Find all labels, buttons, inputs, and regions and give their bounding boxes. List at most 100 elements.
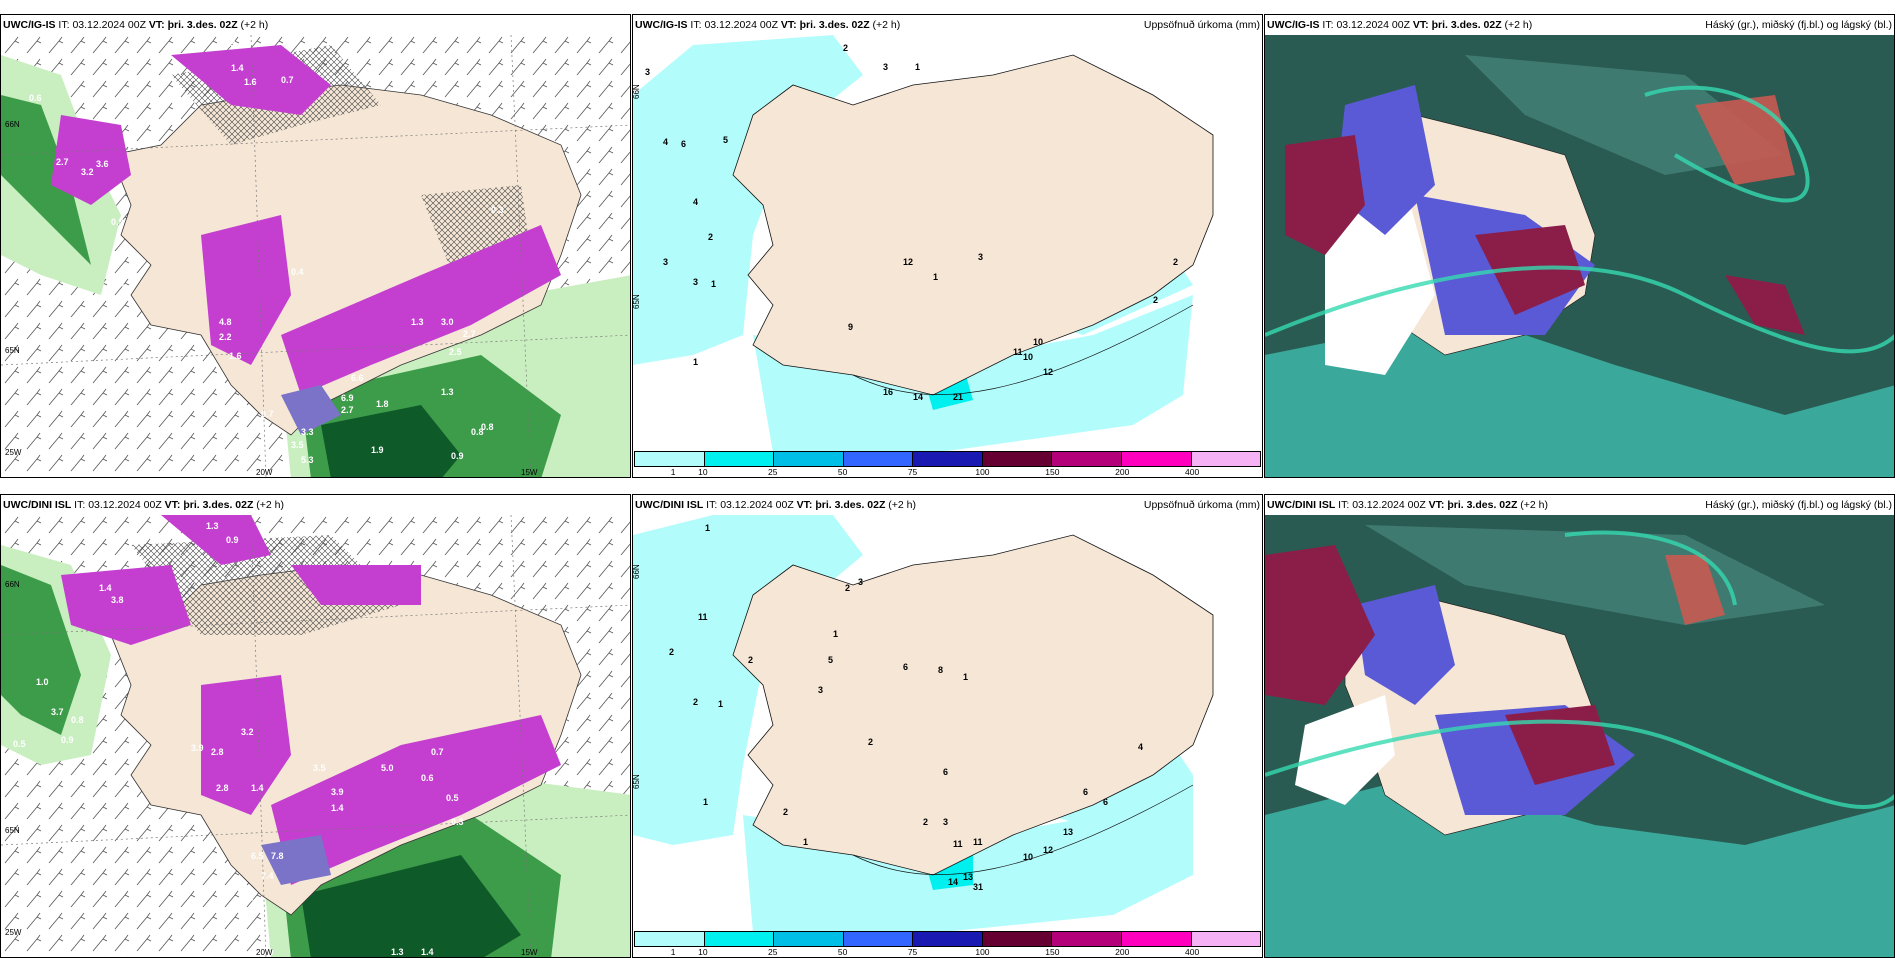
map-value-label: 3.3 (301, 427, 314, 437)
map-value-label: 1.4 (99, 583, 112, 593)
map-value-label: 11 (953, 839, 963, 849)
map-value-label: 2 (669, 647, 674, 657)
precip-map: 66N 65N 2 3 1 3 4 6 5 4 2 3 3 1 9 1 12 3 1 2 2 11 10 10 12 16 14… (633, 35, 1262, 453)
map-value-label: 1.4 (331, 803, 344, 813)
map-value-label: 2.8 (211, 747, 224, 757)
map-value-label: 2.2 (219, 332, 232, 342)
map-value-label: 2 (1153, 295, 1158, 305)
colorbar-swatch (774, 932, 844, 946)
vt-value: þri. 3.des. 02Z (815, 499, 886, 511)
teal-outline-north (1644, 85, 1810, 203)
it-value: 03.12.2024 00Z (88, 499, 162, 511)
map-value-label: 7.4 (261, 871, 274, 881)
map-value-label: 0.7 (261, 409, 274, 419)
map-value-label: 8 (938, 665, 943, 675)
cloud-map (1265, 515, 1894, 957)
map-value-label: 3 (818, 685, 823, 695)
map-value-label: 0.6 (29, 93, 42, 103)
map-value-label: 2 (748, 655, 753, 665)
panel-row2-wind: UWC/DINI ISL IT: 03.12.2024 00Z VT: þri.… (0, 494, 631, 958)
panel-row2-clouds: UWC/DINI ISL IT: 03.12.2024 00Z VT: þri.… (1264, 494, 1895, 958)
it-label: IT: (58, 19, 70, 31)
map-value-label: 3.8 (111, 595, 124, 605)
magenta-precip-nw (61, 565, 191, 645)
map-value-label: 2.0 (121, 283, 134, 293)
map-value-label: 2.5 (449, 347, 462, 357)
iceland-land (732, 54, 1214, 396)
colorbar-swatch (843, 932, 914, 946)
map-value-label: 1 (915, 62, 920, 72)
map-value-label: 2 (843, 43, 848, 53)
lead-time: (+2 h) (888, 499, 917, 511)
map-value-label: 0.3 (451, 817, 464, 827)
panel-header: UWC/IG-IS IT: 03.12.2024 00Z VT: þri. 3.… (1265, 15, 1894, 35)
magenta-precip-south (281, 225, 561, 395)
map-value-label: 1.3 (411, 317, 424, 327)
teal-outline (1265, 265, 1894, 354)
map-value-label: 14 (948, 877, 958, 887)
map-value-label: 2 (845, 583, 850, 593)
magenta-precip-nw (51, 115, 131, 205)
map-value-label: 2.7 (56, 157, 69, 167)
panel-header: UWC/DINI ISL IT: 03.12.2024 00Z VT: þri.… (1265, 495, 1894, 515)
map-value-label: 2 (708, 232, 713, 242)
colorbar-tick: 25 (768, 467, 778, 477)
lead-time: (+2 h) (256, 499, 285, 511)
panel-header: UWC/DINI ISL IT: 03.12.2024 00Z VT: þri.… (633, 495, 1262, 515)
axis-label: 65N (5, 346, 20, 355)
map-value-label: 3.0 (441, 317, 454, 327)
map-value-label: 3 (943, 817, 948, 827)
vt-label: VT: (780, 19, 797, 31)
map-value-label: 1 (963, 672, 968, 682)
colorbar-swatch (1121, 452, 1192, 466)
map-value-label: 1 (833, 629, 838, 639)
longitude-line (250, 515, 267, 957)
map-value-label: 6 (1083, 787, 1088, 797)
map-value-label: 3.5 (313, 763, 326, 773)
axis-label: 66N (633, 564, 641, 579)
map-value-label: 3.2 (81, 167, 94, 177)
map-value-label: 3.5 (291, 440, 304, 450)
wind-map: 1.3 1.4 1.6 0.7 0.9 0.6 2.7 3.6 3.2 0.9 2.0 4.8 2.2 1… (1, 35, 630, 477)
map-value-label: 0.8 (481, 422, 494, 432)
vt-value: þri. 3.des. 02Z (167, 19, 238, 31)
map-value-label: 12 (1043, 845, 1053, 855)
map-value-label: 12 (903, 257, 913, 267)
model-name: UWC/DINI ISL (3, 499, 72, 511)
map-value-label: 2 (923, 817, 928, 827)
precip-colorbar: 1 10 25 50 75 100 150 200 400 (633, 931, 1262, 957)
map-value-label: 5 (723, 135, 728, 145)
axis-label: 65N (633, 294, 641, 309)
model-name: UWC/IG-IS (635, 19, 688, 31)
map-value-label: 2 (868, 737, 873, 747)
colorbar-swatch (1191, 452, 1261, 466)
map-value-label: 3.9 (331, 787, 344, 797)
map-value-label: 14 (913, 392, 923, 402)
panel-row1-clouds: UWC/IG-IS IT: 03.12.2024 00Z VT: þri. 3.… (1264, 14, 1895, 478)
blue-precip-core (281, 385, 341, 435)
axis-label: 65N (5, 826, 20, 835)
colorbar-ticks: 1 10 25 50 75 100 150 200 400 (633, 947, 1262, 957)
colorbar-swatch (774, 452, 844, 466)
colorbar-swatch (913, 452, 983, 466)
colorbar-tick: 150 (1045, 467, 1060, 477)
axis-label: 15W (521, 468, 538, 477)
colorbar-swatches (634, 451, 1261, 467)
model-name: UWC/DINI ISL (1267, 499, 1336, 511)
cloud-map-svg (1265, 35, 1894, 477)
map-value-label: 0.9 (111, 217, 124, 227)
axis-label: 66N (5, 120, 20, 129)
map-value-label: 1.6 (229, 351, 242, 361)
it-label: IT: (74, 499, 86, 511)
colorbar-tick: 10 (698, 467, 708, 477)
green-precip-west-dark (1, 95, 91, 265)
colorbar-tick: 100 (975, 947, 990, 957)
maroon-cloud-west (1285, 135, 1365, 255)
map-value-label: 11 (698, 612, 708, 622)
vt-label: VT: (796, 499, 813, 511)
map-value-label: 1.3 (206, 521, 219, 531)
red-high-cloud (1695, 95, 1795, 185)
map-value-label: 1.8 (376, 399, 389, 409)
